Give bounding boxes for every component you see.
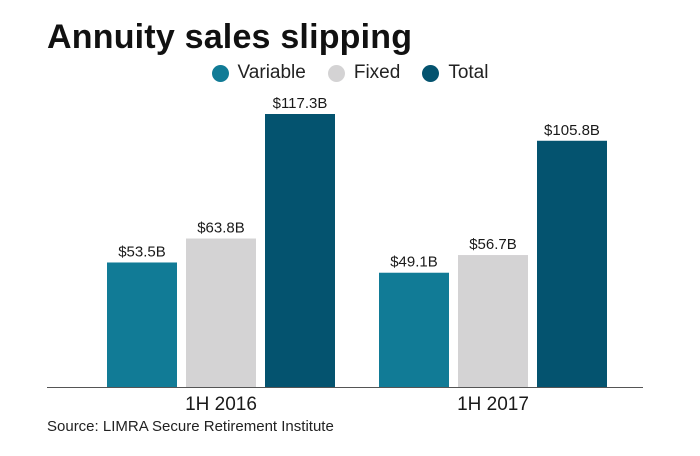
data-label-fixed-1: $63.8B: [197, 220, 245, 237]
data-label-fixed-2: $56.7B: [469, 236, 517, 253]
legend-item-total: Total: [422, 62, 488, 84]
legend-swatch-total: [422, 64, 440, 82]
source-note: Source: LIMRA Secure Retirement Institut…: [47, 418, 334, 435]
bar-variable-1: [107, 262, 177, 387]
legend: Variable Fixed Total: [0, 62, 700, 84]
legend-swatch-fixed: [327, 64, 345, 82]
x-tick-label: 1H 2016: [185, 394, 257, 415]
legend-swatch-variable: [211, 64, 229, 82]
bar-variable-2: [379, 272, 449, 387]
bar-total-1: [265, 114, 335, 387]
bar-fixed-1: [186, 238, 256, 387]
data-label-variable-1: $53.5B: [118, 243, 166, 260]
data-label-total-1: $117.3B: [273, 95, 328, 112]
legend-item-fixed: Fixed: [327, 62, 401, 84]
legend-item-variable: Variable: [211, 62, 306, 84]
data-label-variable-2: $49.1B: [390, 254, 438, 271]
data-label-total-2: $105.8B: [544, 122, 600, 139]
chart-title: Annuity sales slipping: [47, 18, 413, 56]
legend-label-total: Total: [448, 62, 489, 83]
legend-label-fixed: Fixed: [353, 62, 401, 83]
bar-total-2: [537, 140, 607, 387]
legend-label-variable: Variable: [237, 62, 306, 83]
x-tick-label: 1H 2017: [457, 394, 529, 415]
bar-fixed-2: [458, 255, 528, 387]
